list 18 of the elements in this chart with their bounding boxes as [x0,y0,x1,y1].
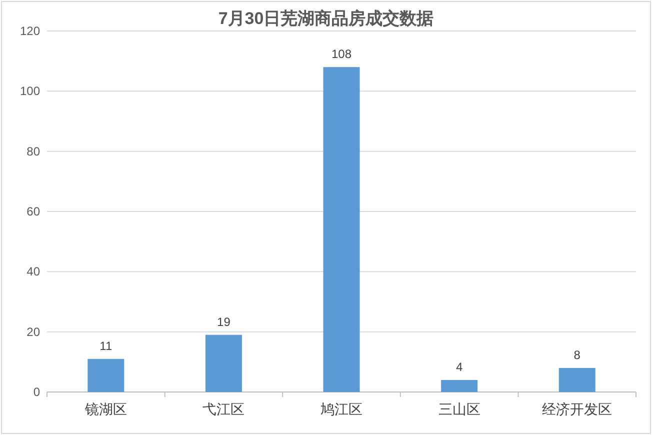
x-tick-label: 三山区 [438,401,480,417]
title: 7月30日芜湖商品房成交数据 [218,9,434,28]
data-label: 11 [100,338,112,353]
data-label: 19 [217,314,231,329]
y-tick-label: 20 [26,324,40,339]
y-tick-label: 80 [26,144,40,158]
data-label: 8 [574,348,581,362]
x-tick-label: 经济开发区 [542,401,612,417]
y-tick-label: 100 [20,84,40,98]
x-tick-label: 镜湖区 [84,401,127,417]
y-tick-label: 0 [33,385,40,399]
y-tick-label: 60 [26,204,40,218]
y-tick-label: 120 [20,24,40,38]
data-label: 4 [456,360,463,374]
x-tick-label: 鸠江区 [320,401,362,417]
x-tick-label: 弋江区 [202,401,245,417]
y-tick-label: 40 [26,264,40,279]
data-label: 108 [331,47,352,62]
